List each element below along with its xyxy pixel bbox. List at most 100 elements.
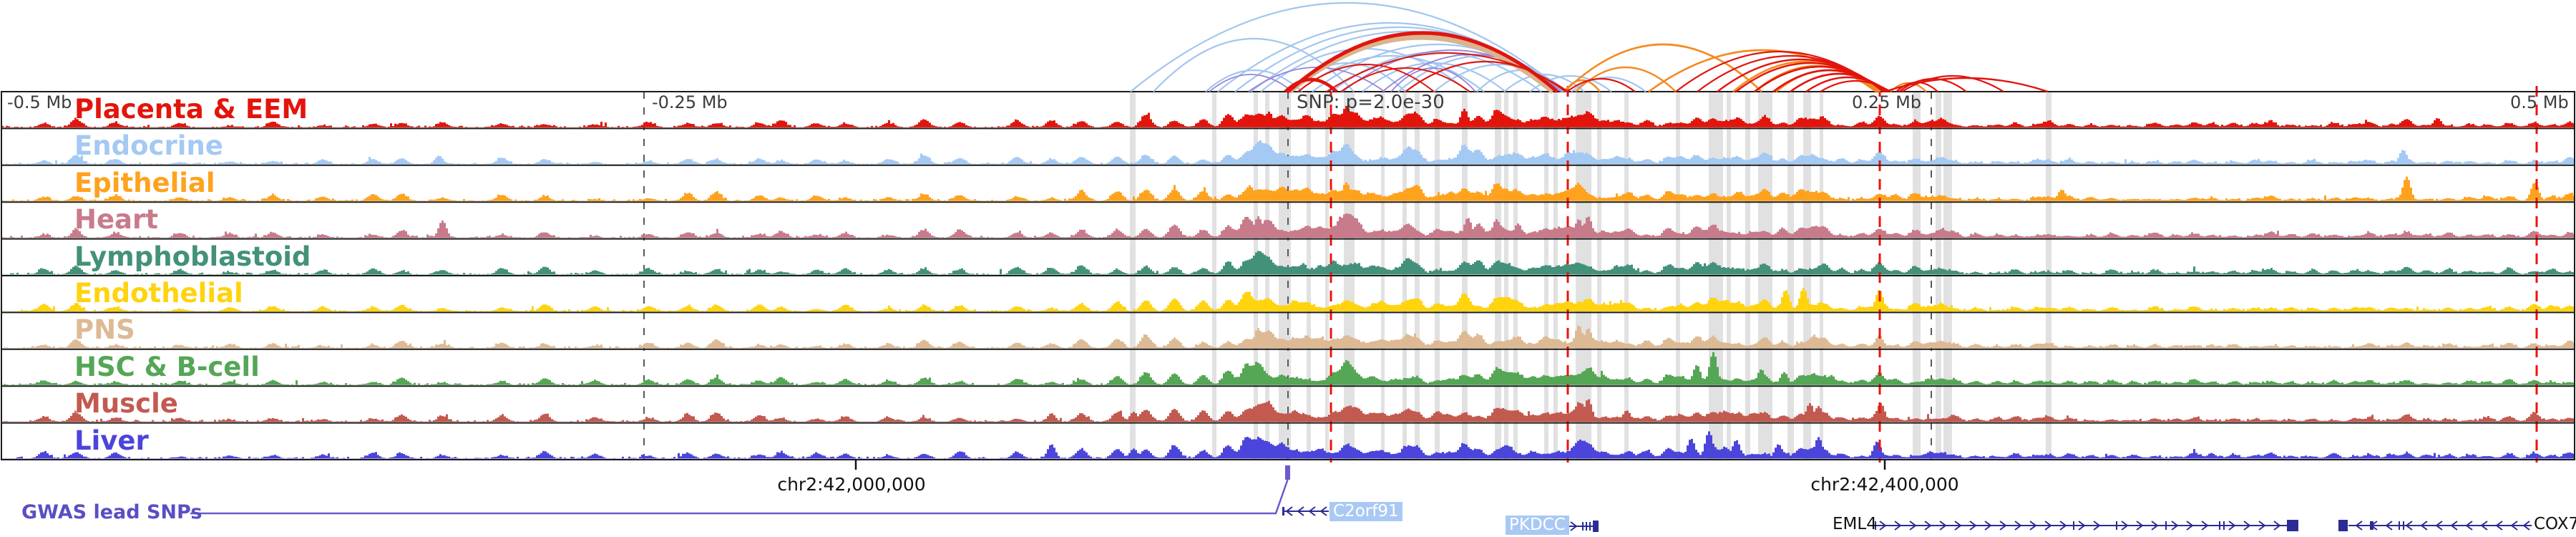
chrom-coordinate-left: chr2:42,000,000 <box>777 474 926 495</box>
signal-lymphoblastoid <box>1 251 2575 275</box>
axis-label-minus-0-25mb: -0.25 Mb <box>652 92 728 112</box>
gene-exon-tick <box>2116 521 2117 530</box>
signal-epithelial <box>1 176 2575 201</box>
gene-strand-arrow <box>2495 521 2503 531</box>
interaction-arc <box>1362 62 1506 92</box>
gene-strand-arrow <box>2228 521 2236 531</box>
gene-strand-arrow <box>1285 506 1293 516</box>
gene-strand-arrow <box>2435 521 2443 531</box>
gene-strand-arrow <box>2258 521 2266 531</box>
gene-label-cox7: COX7 <box>2534 515 2576 533</box>
gene-strand-arrow <box>1939 521 1947 531</box>
gene-strand-arrow <box>2385 521 2393 531</box>
interaction-arc <box>1566 78 1636 92</box>
gene-strand-arrow <box>2243 521 2251 531</box>
track-label-endocrine: Endocrine <box>74 130 223 161</box>
gene-strand-arrow <box>2151 521 2159 531</box>
gene-strand-arrow <box>2029 521 2037 531</box>
signal-pns <box>1 325 2575 349</box>
track-label-pns: PNS <box>74 314 135 345</box>
gene-strand-arrow <box>2510 521 2518 531</box>
gene-exon-block <box>1593 521 1599 532</box>
gene-label-c2orf91: C2orf91 <box>1330 502 1402 521</box>
track-label-liver: Liver <box>74 425 149 456</box>
interaction-arc <box>1390 67 1476 92</box>
gene-label-eml4: EML4 <box>1833 515 1877 533</box>
gene-exon-tick <box>2165 521 2167 530</box>
gene-exon-tick <box>2399 521 2400 530</box>
track-label-placenta-eem: Placenta & EEM <box>74 94 308 125</box>
track-label-hsc-bcell: HSC & B-cell <box>74 352 260 382</box>
gene-exon-tick <box>1589 522 1591 531</box>
gene-exon-tick <box>2073 521 2074 530</box>
gene-exon-tick <box>2403 521 2404 530</box>
gene-strand-arrow <box>1879 521 1887 531</box>
interaction-arc <box>1405 61 1566 92</box>
gene-strand-arrow <box>1909 521 1917 531</box>
gwas-lead-snps-label: GWAS lead SNPs <box>21 501 203 523</box>
interaction-arc <box>1209 74 1293 92</box>
axis-label-0-25mb: 0.25 Mb <box>1852 92 1922 112</box>
signal-muscle <box>1 399 2575 422</box>
track-label-heart: Heart <box>74 204 158 235</box>
interaction-arc <box>1884 77 2049 93</box>
signal-heart <box>1 213 2575 238</box>
axis-label-0-5mb: 0.5 Mb <box>2510 92 2569 112</box>
gene-strand-arrow <box>2171 521 2179 531</box>
signal-placenta-eem <box>1 105 2575 127</box>
gene-exon-tick <box>2370 521 2373 530</box>
interaction-arc <box>1563 43 1762 92</box>
gwas-pointer-line <box>190 479 1289 515</box>
gene-strand-arrow <box>1297 506 1304 516</box>
track-label-epithelial: Epithelial <box>74 168 215 198</box>
gene-strand-arrow <box>2059 521 2067 531</box>
gene-strand-arrow <box>2078 521 2086 531</box>
gene-strand-arrow <box>2405 521 2413 531</box>
gene-strand-arrow <box>2136 521 2144 531</box>
gene-strand-arrow <box>2121 521 2129 531</box>
signal-endocrine <box>1 140 2575 165</box>
gene-strand-arrow <box>2044 521 2052 531</box>
gene-strand-arrow <box>1308 506 1316 516</box>
gene-strand-arrow <box>2186 521 2194 531</box>
gene-exon-tick <box>2223 521 2225 530</box>
interaction-arc <box>1529 74 1612 92</box>
gene-label-pkdcc: PKDCC <box>1506 516 1569 535</box>
interaction-arc <box>1205 69 1303 92</box>
track-label-endothelial: Endothelial <box>74 278 243 309</box>
gene-exon-tick <box>1582 522 1584 531</box>
gene-exon-block <box>2287 520 2298 531</box>
gene-strand-arrow <box>1954 521 1962 531</box>
gene-strand-arrow <box>2480 521 2488 531</box>
interaction-arc <box>1901 75 2004 92</box>
gene-exon-tick <box>2219 521 2220 530</box>
gene-exon-tick <box>1586 522 1587 531</box>
axis-label-minus-0-5mb: -0.5 Mb <box>7 92 72 112</box>
interaction-arc <box>1503 73 1585 92</box>
gene-strand-arrow <box>1969 521 1977 531</box>
gene-strand-arrow <box>2420 521 2428 531</box>
gene-strand-arrow <box>2273 521 2281 531</box>
gene-strand-arrow <box>2093 521 2101 531</box>
gwas-snp-tick <box>1285 465 1290 480</box>
interaction-arc <box>1297 64 1435 92</box>
gene-strand-arrow <box>2522 521 2530 531</box>
track-label-muscle: Muscle <box>74 388 178 419</box>
gene-strand-arrow <box>1984 521 1992 531</box>
interaction-arc <box>1340 67 1470 92</box>
chrom-coordinate-right: chr2:42,400,000 <box>1810 474 1959 495</box>
signal-hsc-b-cell <box>1 352 2575 385</box>
gene-strand-arrow <box>1570 521 1578 531</box>
interaction-arc <box>1571 76 1646 92</box>
gene-strand-arrow <box>2450 521 2458 531</box>
track-label-lymphoblastoid: Lymphoblastoid <box>74 241 311 272</box>
interaction-arc <box>1287 31 1558 93</box>
signal-liver <box>1 431 2575 459</box>
gene-strand-arrow <box>1319 506 1327 516</box>
gene-strand-arrow <box>2014 521 2022 531</box>
gene-exon-tick <box>1282 507 1284 516</box>
gene-strand-arrow <box>1894 521 1902 531</box>
snp-pvalue-label: SNP: p=2.0e-30 <box>1297 92 1445 113</box>
